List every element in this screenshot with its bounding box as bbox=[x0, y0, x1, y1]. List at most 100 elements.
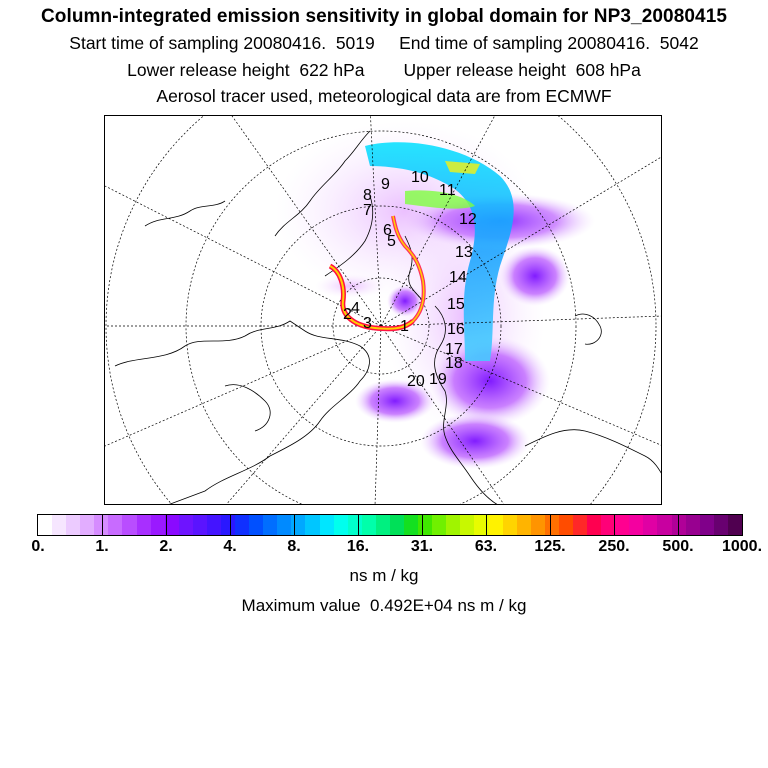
field-blob-northeast bbox=[500, 246, 570, 306]
coast-north-america bbox=[434, 305, 498, 504]
colorbar-cell bbox=[319, 515, 334, 535]
colorbar-cell bbox=[460, 515, 475, 535]
plot-title: Column-integrated emission sensitivity i… bbox=[40, 6, 728, 27]
trajectory-label-20: 20 bbox=[407, 373, 425, 390]
ring-inner bbox=[329, 265, 414, 330]
colorbar-major-divider bbox=[486, 515, 487, 535]
plume-band bbox=[365, 142, 514, 361]
tracer-info-line: Aerosol tracer used, meteorological data… bbox=[156, 86, 612, 106]
meridian bbox=[380, 315, 661, 327]
colorbar-tick-label: 4. bbox=[223, 538, 237, 555]
colorbar-cell bbox=[474, 515, 489, 535]
colorbar-cell bbox=[305, 515, 320, 535]
colorbar-cell bbox=[558, 515, 573, 535]
field-blob-center bbox=[355, 379, 435, 423]
colorbar-tick-label: 31. bbox=[410, 538, 434, 555]
colorbar-major-divider bbox=[294, 515, 295, 535]
trajectory-label-18: 18 bbox=[445, 355, 463, 372]
colorbar-cell bbox=[587, 515, 602, 535]
coast-greenland-west bbox=[274, 130, 371, 237]
colorbar-cell bbox=[502, 515, 517, 535]
colorbar-cell bbox=[249, 515, 264, 535]
colorbar-major-divider bbox=[166, 515, 167, 535]
colorbar-major-divider bbox=[358, 515, 359, 535]
colorbar-cell bbox=[446, 515, 461, 535]
colorbar-cell bbox=[178, 515, 193, 535]
sampling-time-line: Start time of sampling 20080416. 5019 En… bbox=[69, 33, 699, 53]
colorbar-cell bbox=[361, 515, 376, 535]
coast-canada-1 bbox=[404, 235, 424, 302]
latitude-circle-80 bbox=[332, 277, 430, 375]
meridian bbox=[226, 325, 382, 504]
colorbar-cell bbox=[206, 515, 222, 535]
trajectory-label-12: 12 bbox=[459, 211, 477, 228]
coastlines bbox=[114, 130, 661, 504]
colorbar-major-divider bbox=[550, 515, 551, 535]
colorbar-cell bbox=[277, 515, 292, 535]
graticule bbox=[105, 116, 661, 504]
colorbar bbox=[37, 514, 743, 536]
trajectory-ring bbox=[328, 215, 426, 332]
field-pink-streak bbox=[315, 274, 385, 298]
colorbar-cell bbox=[108, 515, 123, 535]
latitude-circle-60 bbox=[185, 130, 577, 504]
meridian bbox=[380, 116, 495, 327]
colorbar-cell bbox=[221, 515, 236, 535]
colorbar-cell bbox=[488, 515, 503, 535]
coast-europe bbox=[224, 384, 271, 432]
map-panel: 1 2 3 4 5 6 7 8 9 10 11 12 13 14 15 16 17 18 19 20 bbox=[104, 115, 662, 505]
trajectory-label-7: 7 bbox=[363, 202, 372, 219]
colorbar-cell bbox=[164, 515, 179, 535]
colorbar-cell bbox=[192, 515, 207, 535]
trajectory-label-2: 2 bbox=[343, 306, 352, 323]
release-height-line: Lower release height 622 hPa Upper relea… bbox=[127, 60, 641, 80]
colorbar-tick-label: 250. bbox=[598, 538, 630, 555]
trajectory-label-8: 8 bbox=[363, 187, 372, 204]
plume-green-core bbox=[405, 190, 475, 209]
colorbar-tick-label: 1. bbox=[95, 538, 109, 555]
trajectory-label-6: 6 bbox=[383, 222, 392, 239]
colorbar-tick-label: 0. bbox=[31, 538, 45, 555]
field-blob-small bbox=[387, 285, 423, 317]
maximum-value-text: Maximum value 0.492E+04 ns m / kg bbox=[241, 596, 527, 615]
coast-pacific bbox=[524, 429, 661, 474]
colorbar-tick-label: 16. bbox=[346, 538, 370, 555]
colorbar-cell bbox=[389, 515, 405, 535]
colorbar-cell bbox=[727, 515, 742, 535]
trajectory-label-10: 10 bbox=[411, 169, 429, 186]
trajectory-label-19: 19 bbox=[429, 371, 447, 388]
colorbar-cell bbox=[94, 515, 109, 535]
meridian bbox=[380, 156, 661, 327]
colorbar-major-divider bbox=[422, 515, 423, 535]
colorbar-cell bbox=[699, 515, 714, 535]
colorbar-cell bbox=[544, 515, 559, 535]
colorbar-cell bbox=[685, 515, 700, 535]
trajectory-label-9: 9 bbox=[381, 176, 390, 193]
latitude-circle-50 bbox=[105, 116, 657, 504]
trajectory-label-16: 16 bbox=[447, 321, 465, 338]
meridian bbox=[380, 325, 661, 446]
coast-eurasia bbox=[114, 320, 370, 504]
colorbar-cell bbox=[418, 515, 433, 535]
colorbar-cell bbox=[235, 515, 250, 535]
meridian bbox=[370, 116, 382, 327]
coast-island bbox=[574, 313, 602, 345]
colorbar-cell bbox=[66, 515, 81, 535]
colorbar-cell bbox=[615, 515, 630, 535]
colorbar-cell bbox=[643, 515, 658, 535]
colorbar-major-divider bbox=[102, 515, 103, 535]
colorbar-cell bbox=[136, 515, 151, 535]
colorbar-tick-label: 8. bbox=[287, 538, 301, 555]
colorbar-cell bbox=[375, 515, 390, 535]
plume-yellow-line bbox=[392, 215, 425, 322]
plume-yellow-core bbox=[445, 161, 480, 174]
coast-scandinavia bbox=[144, 200, 226, 227]
colorbar-cell bbox=[263, 515, 278, 535]
colorbar-tick-label: 2. bbox=[159, 538, 173, 555]
colorbar-cell bbox=[629, 515, 644, 535]
colorbar-units: ns m / kg bbox=[349, 566, 419, 585]
trajectory-label-5: 5 bbox=[387, 233, 396, 250]
colorbar-major-divider bbox=[678, 515, 679, 535]
colorbar-tick-labels: 0. 1. 2. 4. 8. 16. 31. 63. 125. 250. 500. 1000. bbox=[0, 538, 768, 560]
